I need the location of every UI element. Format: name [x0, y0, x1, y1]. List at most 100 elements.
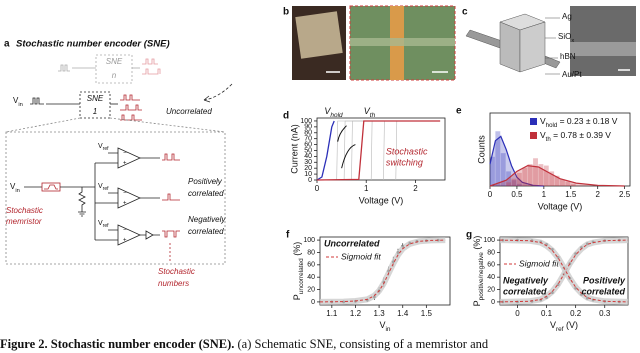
y-tick-label: 60	[304, 141, 312, 148]
text-part: x	[571, 38, 574, 44]
histogram-bar	[570, 183, 576, 186]
text-part: positive/negative	[478, 252, 485, 301]
layer-label: hBN	[560, 52, 576, 61]
histogram-bar	[516, 183, 522, 186]
legend-label: Vhold = 0.23 ± 0.18 V	[540, 116, 618, 129]
panel-label: b	[283, 7, 289, 18]
annotation: numbers	[158, 279, 189, 288]
vref-label: Vref	[98, 220, 109, 229]
plot-frame	[319, 236, 451, 306]
density-line	[489, 164, 625, 187]
sem-image	[570, 6, 636, 76]
histogram-bar	[543, 165, 549, 186]
text-part: th	[546, 136, 551, 143]
memristor	[41, 182, 61, 192]
y-tick-label: 40	[487, 274, 495, 281]
histogram-bar	[538, 164, 544, 186]
density-line	[489, 135, 544, 187]
histogram-bar	[506, 182, 512, 186]
sign: +	[123, 201, 127, 207]
vin-label: Vin	[13, 96, 23, 107]
arrow	[203, 83, 233, 101]
x-axis-label: Voltage (V)	[538, 201, 583, 211]
resistor	[78, 187, 86, 212]
histogram-bar	[527, 164, 533, 186]
y-tick-label: 30	[304, 159, 312, 166]
sne-label: SNE	[87, 94, 104, 103]
legend-label: Sigmoid fit	[341, 251, 381, 261]
plot-frame	[316, 117, 446, 181]
text-part: P	[472, 300, 482, 306]
text-part: ref	[556, 326, 564, 333]
pulse	[162, 153, 180, 161]
y-tick-label: 50	[304, 147, 312, 154]
pulse	[120, 94, 140, 101]
y-tick-label: 90	[304, 124, 312, 131]
panel-label: a	[4, 39, 10, 50]
annotation: Stochastic	[386, 146, 428, 156]
text-part: = 0.78 ± 0.39 V	[551, 130, 612, 140]
fit-line	[319, 239, 446, 303]
pulse	[162, 193, 180, 201]
text-part: hold	[330, 112, 343, 119]
pulse	[58, 64, 70, 72]
device	[465, 6, 636, 76]
y-tick-label: 80	[304, 130, 312, 137]
annotation: correlated	[188, 189, 224, 198]
panel-label: g	[466, 230, 472, 241]
histogram-bar	[490, 156, 495, 186]
layer-label: Ag	[562, 12, 572, 21]
y-tick-label: 60	[487, 262, 495, 269]
pulse	[162, 230, 180, 238]
zoom-line	[109, 117, 226, 133]
text-part: V	[540, 130, 546, 140]
text-part: (V)	[564, 320, 579, 330]
inverter	[145, 230, 154, 240]
text-part: SiO	[558, 32, 571, 41]
vin-label: Vin	[10, 182, 20, 193]
density-area	[490, 165, 625, 186]
electrode	[465, 29, 506, 49]
annotation: Stochastic	[6, 206, 43, 215]
sem-layer	[570, 42, 636, 56]
y-tick-label: 10	[304, 171, 312, 178]
chip	[295, 11, 343, 59]
electrode	[350, 38, 455, 46]
text-part: in	[385, 326, 390, 333]
text-part: V	[98, 183, 103, 190]
text-part: ref	[103, 146, 109, 152]
cube-side	[499, 21, 521, 73]
caption: Figure 2. Stochastic number encoder (SNE…	[0, 337, 489, 351]
x-tick-label: 1.3	[374, 309, 386, 318]
annotation: correlated	[581, 286, 625, 296]
arrow	[337, 125, 347, 142]
fit-band	[319, 237, 446, 305]
y-tick-label: 60	[307, 262, 315, 269]
sign: +	[123, 238, 127, 244]
x-tick-label: 1	[364, 184, 369, 193]
histogram-bar	[565, 181, 571, 186]
text-part: V	[13, 96, 19, 105]
sign: +	[123, 161, 127, 167]
annotation: Uncorrelated	[166, 107, 212, 116]
text-part: P	[292, 294, 302, 300]
y-tick-label: 0	[491, 299, 495, 306]
x-axis-label: Vref (V)	[550, 320, 578, 333]
y-tick-label: 20	[487, 286, 495, 293]
y-tick-label: 80	[307, 249, 315, 256]
x-tick-label: 0.1	[541, 309, 553, 318]
wire	[140, 157, 160, 236]
density-area	[490, 136, 544, 186]
pulse	[120, 104, 142, 111]
sne-box	[95, 54, 133, 84]
text-part: uncorrelated	[298, 258, 305, 294]
x-tick-label: 1	[542, 190, 547, 199]
wire	[94, 162, 118, 241]
histogram-bar	[549, 171, 555, 186]
layer-label: Au/Pt	[562, 70, 582, 79]
y-tick-label: 70	[304, 136, 312, 143]
annotation: correlated	[503, 286, 547, 296]
text-part: (%)	[292, 242, 302, 259]
